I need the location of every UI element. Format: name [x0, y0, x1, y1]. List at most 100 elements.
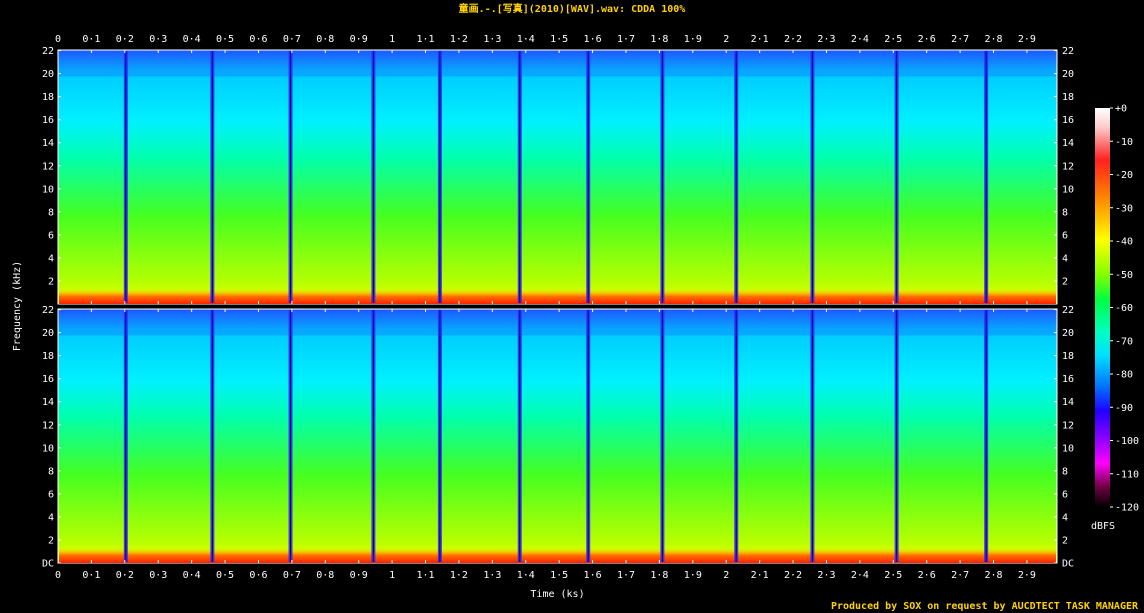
y-tick-label-right: 4: [1062, 512, 1068, 523]
y-tick-label-left: 16: [42, 115, 54, 126]
x-tick-label-top: 0: [55, 34, 61, 45]
track-gap-core: [985, 51, 987, 303]
colorbar-tick-label: -10: [1115, 137, 1133, 148]
x-tick-label-top: 2·7: [951, 34, 969, 45]
track-gap-core: [896, 310, 898, 562]
x-tick-label-bottom: 1·8: [650, 570, 668, 581]
track-gap-core: [896, 51, 898, 303]
y-tick-label-left: 2: [48, 276, 54, 287]
x-tick-label-bottom: 2·8: [984, 570, 1002, 581]
y-tick-label-right: 12: [1062, 161, 1074, 172]
track-gap-core: [439, 310, 441, 562]
x-tick-label-top: 2·3: [817, 34, 835, 45]
colorbar-tick-label: -60: [1115, 303, 1133, 314]
track-gap-core: [125, 51, 127, 303]
y-tick-label-left: 12: [42, 420, 54, 431]
track-gap-core: [587, 310, 589, 562]
y-tick-label-left: 6: [48, 230, 54, 241]
spectrogram-panel-right: [57, 308, 1058, 564]
spectrogram-panel-left: [57, 49, 1058, 305]
low-frequency-band: [59, 288, 1056, 304]
colorbar-tick-label: -120: [1115, 503, 1139, 514]
colorbar-tick-label: -110: [1115, 469, 1139, 480]
y-tick-label-left: 4: [48, 512, 54, 523]
track-gap-core: [735, 51, 737, 303]
track-gap-core: [519, 51, 521, 303]
x-tick-label-top: 2·8: [984, 34, 1002, 45]
y-tick-label-right: 18: [1062, 351, 1074, 362]
x-tick-label-bottom: 1·6: [584, 570, 602, 581]
track-gap-core: [811, 51, 813, 303]
track-gap-core: [372, 310, 374, 562]
colorbar-tick-label: -80: [1115, 370, 1133, 381]
x-tick-label-bottom: 2·2: [784, 570, 802, 581]
x-tick-label-bottom: 2·9: [1018, 570, 1036, 581]
x-tick-label-bottom: 0·8: [316, 570, 334, 581]
x-tick-label-top: 1·4: [517, 34, 535, 45]
y-tick-label-right: 20: [1062, 328, 1074, 339]
y-tick-label-left: 2: [48, 535, 54, 546]
x-tick-label-top: 1·6: [584, 34, 602, 45]
track-gap-core: [519, 310, 521, 562]
colorbar-tick-label: -70: [1115, 336, 1133, 347]
x-tick-label-bottom: 1·3: [483, 570, 501, 581]
track-gap-core: [439, 51, 441, 303]
y-tick-label-left: 10: [42, 443, 54, 454]
y-tick-label-right: 2: [1062, 535, 1068, 546]
y-tick-label-right: 14: [1062, 397, 1074, 408]
y-tick-label-left: 12: [42, 161, 54, 172]
y-tick-label-left: 6: [48, 489, 54, 500]
x-tick-label-top: 0·4: [183, 34, 201, 45]
x-tick-label-top: 2·2: [784, 34, 802, 45]
track-gap-core: [211, 51, 213, 303]
y-tick-label-right: 18: [1062, 92, 1074, 103]
x-tick-label-top: 2·9: [1018, 34, 1036, 45]
high-frequency-band: [59, 310, 1056, 336]
x-tick-label-bottom: 0·6: [249, 570, 267, 581]
y-tick-label-right: 10: [1062, 184, 1074, 195]
y-tick-label-right: 6: [1062, 489, 1068, 500]
y-tick-label-left: 8: [48, 207, 54, 218]
y-tick-label-left: 16: [42, 374, 54, 385]
x-tick-label-top: 1·9: [684, 34, 702, 45]
x-tick-label-bottom: 0·4: [183, 570, 201, 581]
x-tick-label-bottom: 1·2: [450, 570, 468, 581]
y-tick-label-right: DC: [1062, 559, 1074, 570]
colorbar-tick-label: +0: [1115, 104, 1127, 115]
y-tick-label-left: 22: [42, 305, 54, 316]
x-tick-label-top: 0·5: [216, 34, 234, 45]
y-tick-label-left: 18: [42, 351, 54, 362]
y-tick-label-right: 16: [1062, 374, 1074, 385]
x-tick-label-top: 0·1: [82, 34, 100, 45]
x-tick-label-top: 1·1: [416, 34, 434, 45]
x-tick-label-bottom: 1·7: [617, 570, 635, 581]
y-tick-label-right: 4: [1062, 253, 1068, 264]
colorbar-tick-label: -90: [1115, 403, 1133, 414]
track-gap-core: [735, 310, 737, 562]
x-tick-label-bottom: 1·1: [416, 570, 434, 581]
x-tick-label-top: 0·2: [116, 34, 134, 45]
x-tick-label-bottom: 1·4: [517, 570, 535, 581]
y-tick-label-left: 14: [42, 397, 54, 408]
track-gap-core: [290, 310, 292, 562]
x-tick-label-top: 0·6: [249, 34, 267, 45]
x-tick-label-bottom: 2·6: [918, 570, 936, 581]
x-tick-label-bottom: 0·5: [216, 570, 234, 581]
channel-2-spectrogram: [57, 308, 1058, 564]
y-tick-label-left: DC: [42, 559, 54, 570]
y-tick-label-right: 16: [1062, 115, 1074, 126]
y-tick-label-left: 20: [42, 328, 54, 339]
track-gap-core: [811, 310, 813, 562]
x-tick-label-top: 1·5: [550, 34, 568, 45]
x-tick-label-bottom: 2·1: [751, 570, 769, 581]
x-tick-label-bottom: 2·4: [851, 570, 869, 581]
low-frequency-band: [59, 547, 1056, 563]
x-tick-label-bottom: 2·3: [817, 570, 835, 581]
track-gap-core: [211, 310, 213, 562]
x-tick-label-top: 1·2: [450, 34, 468, 45]
colorbar-tick-label: -50: [1115, 270, 1133, 281]
x-tick-label-top: 1·7: [617, 34, 635, 45]
x-tick-label-bottom: 1: [389, 570, 395, 581]
high-frequency-band: [59, 51, 1056, 77]
